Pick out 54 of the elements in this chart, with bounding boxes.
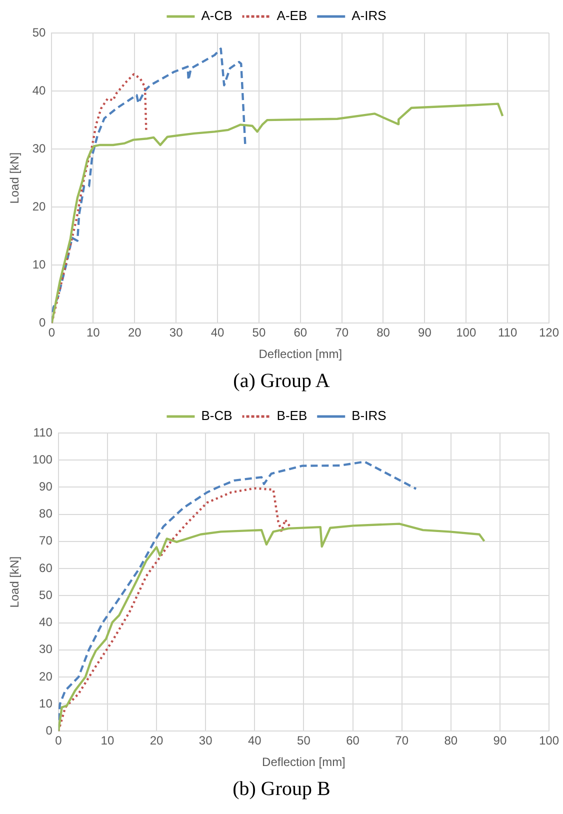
y-tick-label: 0 — [46, 724, 53, 738]
line-series — [58, 487, 292, 732]
y-tick-label: 40 — [39, 615, 53, 630]
x-tick-label: 70 — [395, 734, 409, 748]
text: (a) Group A — [232, 369, 331, 394]
x-tick-label: 120 — [538, 326, 560, 340]
x-tick-label: 90 — [418, 326, 432, 340]
legend-label: A-CB — [201, 8, 232, 24]
y-tick-label: 40 — [32, 83, 46, 98]
y-tick-label: 70 — [39, 534, 53, 548]
x-tick-label: 100 — [456, 326, 476, 340]
x-tick-label: 40 — [248, 734, 262, 748]
x-tick-label: 40 — [210, 326, 224, 340]
x-axis-title: Deflection [mm] — [262, 755, 346, 770]
x-tick-label: 30 — [169, 326, 184, 340]
x-axis-title: Deflection [mm] — [258, 347, 342, 362]
legend-label: A-IRS — [352, 8, 387, 24]
legend-label: B-IRS — [352, 408, 387, 424]
text: (b) Group B — [232, 777, 332, 802]
x-tick-label: 10 — [100, 734, 114, 748]
x-tick-label: 20 — [150, 734, 164, 748]
x-tick-label: 100 — [538, 734, 560, 748]
y-axis-title: Load [kN] — [8, 556, 22, 608]
legend-label: B-CB — [201, 408, 232, 424]
x-tick-label: 110 — [498, 326, 518, 340]
legend-label: A-EB — [276, 8, 308, 24]
x-tick-label: 80 — [376, 326, 390, 340]
x-tick-label: 0 — [55, 734, 62, 748]
y-tick-label: 80 — [39, 506, 53, 521]
y-tick-label: 60 — [39, 560, 53, 575]
y-tick-label: 50 — [39, 588, 53, 602]
y-tick-label: 50 — [32, 25, 46, 40]
x-tick-label: 20 — [128, 326, 142, 340]
y-axis-title: Load [kN] — [8, 152, 22, 204]
x-tick-label: 50 — [252, 326, 266, 340]
y-tick-label: 10 — [32, 257, 46, 272]
legend-label: B-EB — [276, 408, 308, 424]
y-tick-label: 90 — [39, 480, 53, 494]
y-tick-label: 20 — [32, 199, 46, 214]
x-tick-label: 80 — [444, 734, 458, 748]
y-tick-label: 30 — [39, 642, 53, 656]
x-tick-label: 30 — [198, 734, 213, 748]
y-tick-label: 110 — [33, 425, 53, 440]
y-tick-label: 30 — [32, 141, 46, 156]
x-tick-label: 70 — [335, 326, 349, 340]
x-tick-label: 60 — [294, 326, 308, 340]
x-tick-label: 50 — [297, 734, 311, 748]
y-tick-label: 10 — [39, 696, 53, 710]
y-tick-label: 20 — [39, 669, 53, 684]
y-tick-label: 100 — [32, 452, 53, 466]
y-tick-label: 0 — [39, 316, 46, 330]
x-tick-label: 60 — [346, 734, 360, 748]
x-tick-label: 10 — [86, 326, 100, 340]
x-tick-label: 90 — [493, 734, 507, 748]
